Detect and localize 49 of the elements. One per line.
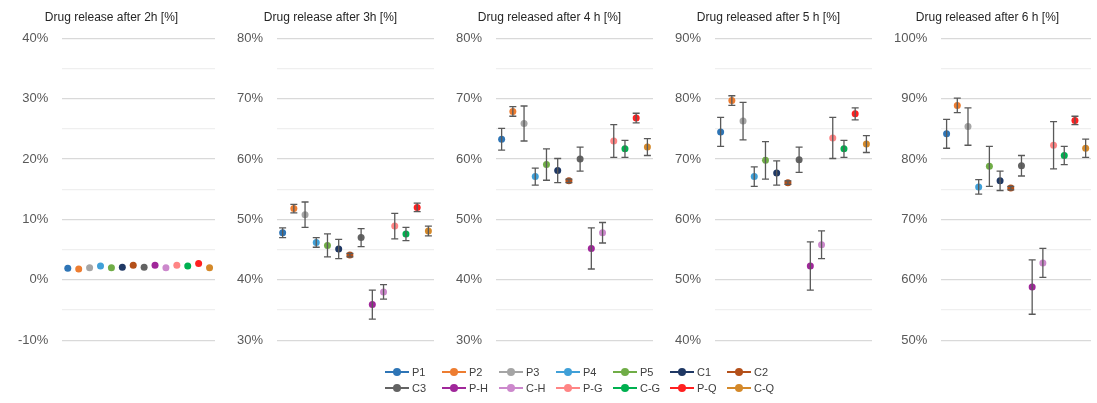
legend-label: C2 bbox=[754, 366, 769, 378]
y-tick-label: -10% bbox=[17, 331, 49, 347]
y-tick-label: 30% bbox=[22, 90, 49, 106]
y-tick-label: 60% bbox=[901, 271, 928, 287]
legend-label: P1 bbox=[412, 366, 426, 378]
legend-label: P5 bbox=[640, 366, 654, 378]
y-tick-label: 70% bbox=[236, 90, 264, 106]
y-tick-label: 30% bbox=[455, 331, 483, 347]
legend-label: C3 bbox=[412, 382, 427, 394]
legend-label: P-G bbox=[583, 382, 603, 394]
legend-label: C-Q bbox=[754, 382, 775, 394]
chart-title: Drug release after 3h [%] bbox=[263, 9, 398, 24]
y-tick-label: 80% bbox=[674, 90, 702, 106]
legend-label: P-H bbox=[469, 382, 488, 394]
y-tick-label: 90% bbox=[901, 90, 928, 106]
chart-title: Drug released after 6 h [%] bbox=[915, 9, 1060, 24]
y-tick-label: 30% bbox=[236, 331, 264, 347]
y-tick-label: 70% bbox=[674, 150, 702, 166]
y-tick-label: 50% bbox=[901, 331, 928, 347]
y-tick-label: 80% bbox=[236, 29, 264, 45]
y-tick-label: 40% bbox=[674, 331, 702, 347]
y-tick-label: 60% bbox=[236, 150, 264, 166]
legend-label: P4 bbox=[583, 366, 597, 378]
y-tick-label: 80% bbox=[901, 150, 928, 166]
y-tick-label: 80% bbox=[455, 29, 483, 45]
y-tick-label: 60% bbox=[455, 150, 483, 166]
y-tick-label: 50% bbox=[236, 211, 264, 227]
chart-title: Drug released after 4 h [%] bbox=[477, 9, 622, 24]
y-tick-label: 60% bbox=[674, 211, 702, 227]
y-tick-label: 40% bbox=[22, 29, 49, 45]
legend-label: P2 bbox=[469, 366, 483, 378]
legend-label: C-G bbox=[640, 382, 661, 394]
y-tick-label: 70% bbox=[455, 90, 483, 106]
y-tick-label: 50% bbox=[674, 271, 702, 287]
y-tick-label: 20% bbox=[22, 150, 49, 166]
y-tick-label: 70% bbox=[901, 211, 928, 227]
legend-label: C-H bbox=[526, 382, 546, 394]
y-tick-label: 100% bbox=[894, 29, 928, 45]
chart-title: Drug release after 2h [%] bbox=[44, 9, 179, 24]
legend-label: C1 bbox=[697, 366, 712, 378]
y-tick-label: 0% bbox=[29, 271, 49, 287]
y-tick-label: 40% bbox=[455, 271, 483, 287]
legend-label: P3 bbox=[526, 366, 540, 378]
y-tick-label: 10% bbox=[22, 211, 49, 227]
chart-title: Drug released after 5 h [%] bbox=[696, 9, 841, 24]
y-tick-label: 50% bbox=[455, 211, 483, 227]
y-tick-label: 90% bbox=[674, 29, 702, 45]
y-tick-label: 40% bbox=[236, 271, 264, 287]
legend-label: P-Q bbox=[697, 382, 717, 394]
